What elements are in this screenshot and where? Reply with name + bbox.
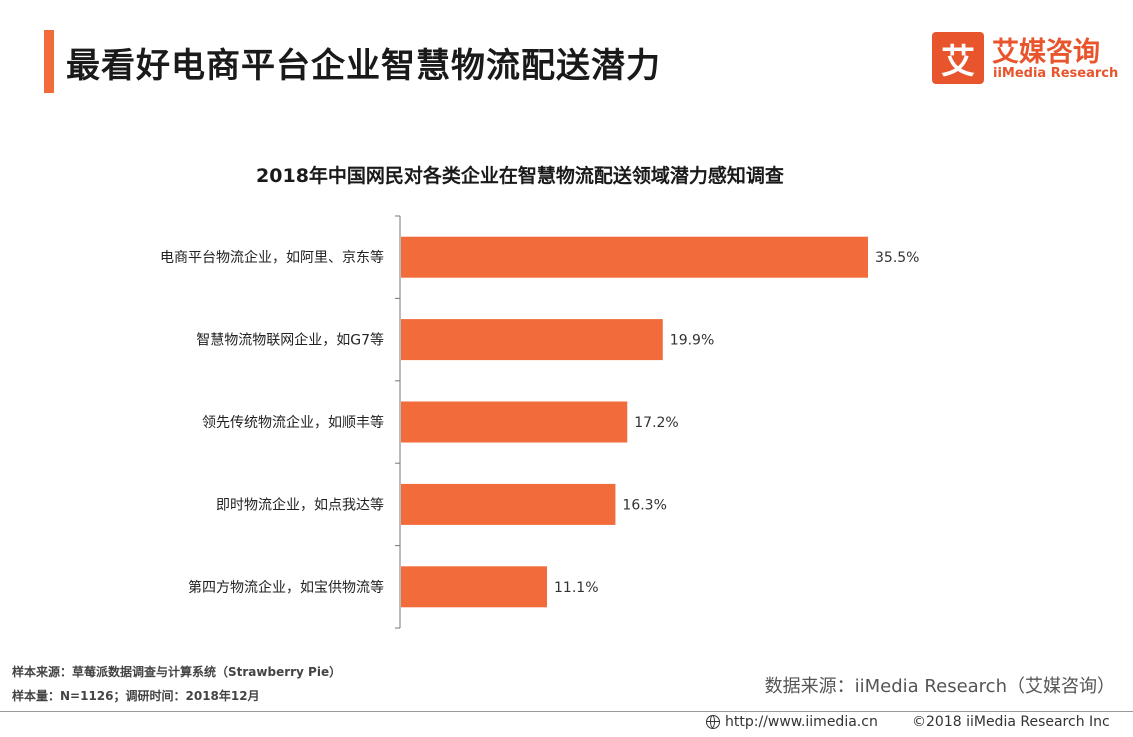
bar	[401, 236, 868, 278]
bar	[401, 401, 628, 443]
value-label: 35.5%	[875, 250, 919, 266]
data-source: 数据来源：iiMedia Research（艾媒咨询）	[764, 676, 1115, 697]
bar	[401, 566, 548, 608]
bar	[401, 319, 663, 361]
category-label: 电商平台物流企业，如阿里、京东等	[160, 249, 384, 266]
footer-url-link[interactable]: http://www.iimedia.cn	[706, 714, 878, 730]
bar	[401, 483, 616, 525]
footer-url: http://www.iimedia.cn	[725, 714, 878, 730]
logo-name-cn: 艾媒咨询	[992, 37, 1100, 68]
value-label: 19.9%	[670, 333, 714, 349]
category-label: 第四方物流企业，如宝供物流等	[188, 579, 384, 596]
value-label: 17.2%	[634, 415, 678, 431]
footer-copyright: ©2018 iiMedia Research Inc	[912, 714, 1110, 730]
brand-logo[interactable]: 艾 艾媒咨询 iiMedia Research	[932, 32, 1119, 86]
logo-mark-icon: 艾	[932, 32, 984, 84]
value-label: 11.1%	[554, 580, 598, 596]
logo-name-en: iiMedia Research	[993, 66, 1119, 81]
page-title: 最看好电商平台企业智慧物流配送潜力	[66, 46, 661, 86]
category-label: 即时物流企业，如点我达等	[216, 496, 384, 513]
footer-divider	[0, 711, 1133, 712]
category-label: 领先传统物流企业，如顺丰等	[202, 414, 384, 431]
chart-title: 2018年中国网民对各类企业在智慧物流配送领域潜力感知调查	[256, 165, 784, 187]
category-label: 智慧物流物联网企业，如G7等	[196, 332, 384, 349]
sample-size-note: 样本量：N=1126；调研时间：2018年12月	[12, 689, 260, 703]
value-label: 16.3%	[622, 497, 666, 513]
title-accent-bar	[44, 30, 54, 93]
globe-icon	[706, 715, 720, 729]
sample-source-note: 样本来源：草莓派数据调查与计算系统（Strawberry Pie）	[12, 665, 342, 679]
